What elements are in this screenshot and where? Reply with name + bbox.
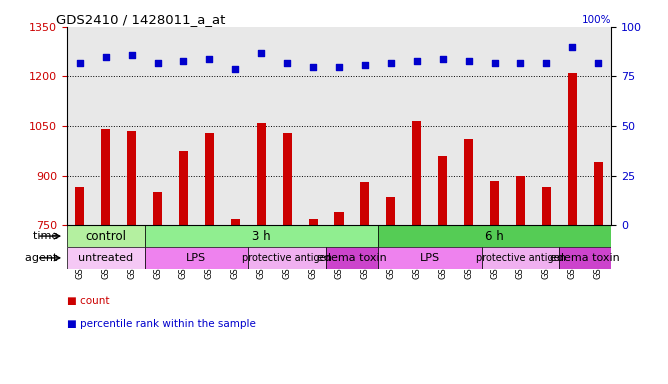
Bar bbox=[361, 182, 369, 225]
Point bbox=[74, 60, 85, 66]
Text: LPS: LPS bbox=[420, 253, 440, 263]
Bar bbox=[309, 218, 317, 225]
Bar bbox=[378, 247, 482, 269]
Point bbox=[489, 60, 500, 66]
Point bbox=[359, 61, 370, 68]
Point bbox=[178, 58, 189, 64]
Bar bbox=[326, 247, 378, 269]
Bar bbox=[542, 187, 551, 225]
Point bbox=[593, 60, 604, 66]
Point bbox=[282, 60, 293, 66]
Bar bbox=[248, 247, 326, 269]
Point bbox=[152, 60, 163, 66]
Bar bbox=[490, 180, 499, 225]
Bar bbox=[144, 247, 248, 269]
Text: 6 h: 6 h bbox=[485, 230, 504, 243]
Point bbox=[100, 53, 111, 60]
Bar bbox=[67, 247, 144, 269]
Point bbox=[515, 60, 526, 66]
Point bbox=[464, 58, 474, 64]
Bar bbox=[257, 123, 266, 225]
Bar bbox=[101, 129, 110, 225]
Text: edema toxin: edema toxin bbox=[550, 253, 620, 263]
Point bbox=[256, 50, 267, 56]
Bar bbox=[283, 132, 292, 225]
Text: control: control bbox=[86, 230, 126, 243]
Text: protective antigen: protective antigen bbox=[476, 253, 565, 263]
Bar bbox=[335, 212, 343, 225]
Bar bbox=[75, 187, 84, 225]
Text: 100%: 100% bbox=[582, 15, 611, 25]
Text: GDS2410 / 1428011_a_at: GDS2410 / 1428011_a_at bbox=[56, 13, 225, 26]
Point bbox=[204, 56, 214, 62]
Text: protective antigen: protective antigen bbox=[242, 253, 332, 263]
Bar bbox=[205, 132, 214, 225]
Bar bbox=[559, 247, 611, 269]
Point bbox=[230, 65, 240, 71]
Bar bbox=[378, 225, 611, 247]
Text: ■ percentile rank within the sample: ■ percentile rank within the sample bbox=[67, 319, 256, 329]
Bar bbox=[568, 73, 577, 225]
Text: time: time bbox=[33, 231, 61, 241]
Bar bbox=[412, 121, 422, 225]
Bar bbox=[144, 225, 378, 247]
Text: untreated: untreated bbox=[78, 253, 133, 263]
Text: edema toxin: edema toxin bbox=[317, 253, 387, 263]
Bar bbox=[516, 175, 525, 225]
Text: 3 h: 3 h bbox=[252, 230, 271, 243]
Bar bbox=[230, 218, 240, 225]
Bar bbox=[179, 151, 188, 225]
Point bbox=[541, 60, 552, 66]
Bar bbox=[438, 156, 448, 225]
Point bbox=[334, 63, 345, 70]
Bar bbox=[67, 225, 144, 247]
Bar bbox=[153, 192, 162, 225]
Point bbox=[385, 60, 396, 66]
Point bbox=[126, 51, 137, 58]
Point bbox=[438, 56, 448, 62]
Point bbox=[567, 44, 578, 50]
Bar bbox=[127, 131, 136, 225]
Text: ■ count: ■ count bbox=[67, 296, 110, 306]
Point bbox=[411, 58, 422, 64]
Bar bbox=[482, 247, 559, 269]
Bar bbox=[594, 162, 603, 225]
Text: LPS: LPS bbox=[186, 253, 206, 263]
Point bbox=[308, 63, 319, 70]
Bar bbox=[386, 197, 395, 225]
Text: agent: agent bbox=[25, 253, 61, 263]
Bar bbox=[464, 139, 473, 225]
